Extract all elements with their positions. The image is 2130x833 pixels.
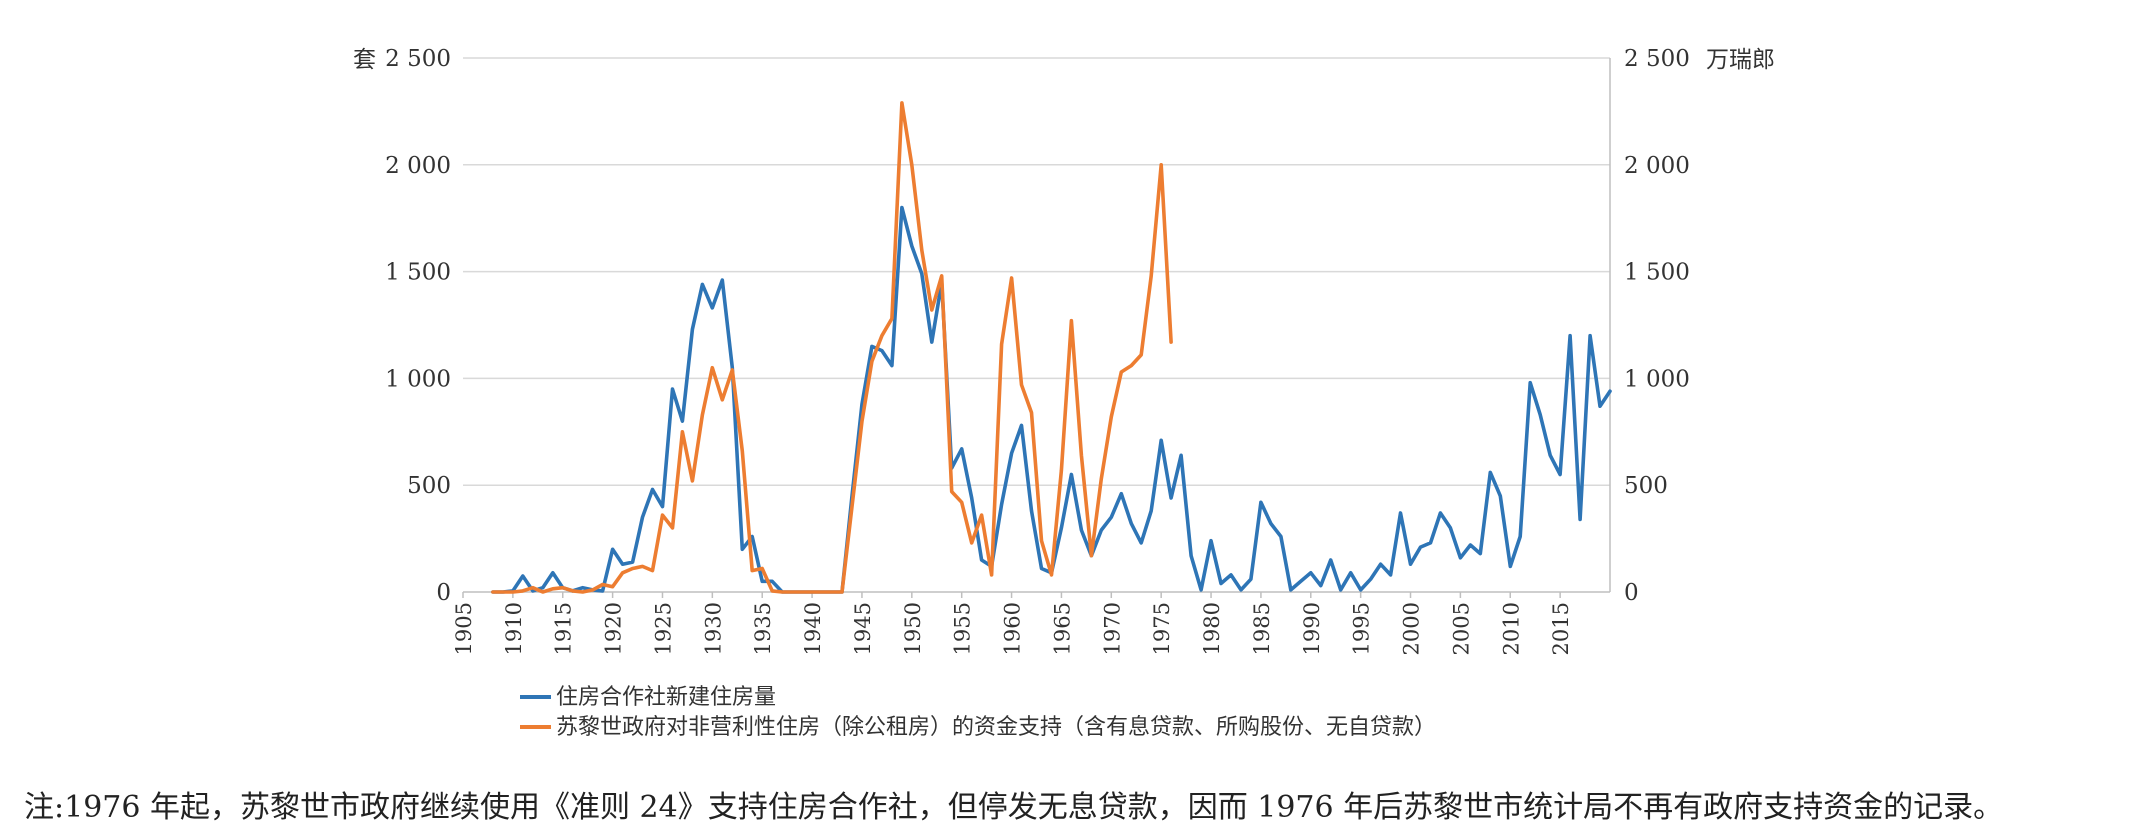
right-y-tick-label: 0 [1624, 580, 1639, 606]
x-tick-label: 1920 [602, 602, 626, 655]
series-lines [491, 101, 1612, 594]
x-tick-label: 1925 [651, 602, 675, 655]
x-tick-label: 1965 [1050, 602, 1074, 655]
left-axis-unit: 套 [353, 47, 376, 73]
left-y-tick-label: 1 000 [385, 366, 451, 392]
left-y-tick-label: 0 [436, 580, 451, 606]
x-tick-label: 1985 [1250, 602, 1274, 655]
x-tick-label: 2000 [1400, 602, 1424, 655]
series-line-government-funding [491, 101, 1173, 594]
x-tick-label: 1910 [502, 602, 526, 655]
x-tick-label: 2005 [1449, 602, 1473, 655]
x-tick-label: 1940 [801, 602, 825, 655]
right-axis-unit: 万瑞郎 [1706, 47, 1775, 73]
right-y-tick-label: 1 000 [1624, 366, 1690, 392]
legend-label-government-funding: 苏黎世政府对非营利性住房（除公租房）的资金支持（含有息贷款、所购股份、无自贷款） [556, 715, 1436, 740]
x-tick-label: 1905 [452, 602, 476, 655]
legend: 住房合作社新建住房量 苏黎世政府对非营利性住房（除公租房）的资金支持（含有息贷款… [520, 685, 1436, 740]
x-tick-label: 1990 [1300, 602, 1324, 655]
x-tick-label: 2015 [1549, 602, 1573, 655]
x-tick-label: 1960 [1001, 602, 1025, 655]
right-y-tick-label: 2 000 [1624, 153, 1690, 179]
axes: 0 500 1 000 1 500 2 000 2 500 0 500 1 000 1 500 2 … [385, 46, 1690, 655]
x-tick-label: 1935 [751, 602, 775, 655]
right-y-tick-label: 500 [1624, 473, 1668, 499]
left-y-tick-label: 1 500 [385, 260, 451, 286]
right-y-tick-label: 1 500 [1624, 260, 1690, 286]
x-tick-label: 1980 [1200, 602, 1224, 655]
x-tick-label: 1975 [1150, 602, 1174, 655]
x-tick-label: 1915 [552, 602, 576, 655]
legend-label-housing-units: 住房合作社新建住房量 [556, 685, 776, 710]
right-y-tick-label: 2 500 [1624, 46, 1690, 72]
x-tick-label: 1955 [951, 602, 975, 655]
left-y-tick-label: 500 [407, 473, 451, 499]
left-y-tick-label: 2 000 [385, 153, 451, 179]
left-y-tick-label: 2 500 [385, 46, 451, 72]
x-tick-label: 1970 [1100, 602, 1124, 655]
gridlines [463, 57, 1610, 486]
x-tick-label: 1930 [701, 602, 725, 655]
x-tick-label: 1950 [901, 602, 925, 655]
x-tick-label: 1945 [851, 602, 875, 655]
chart-note: 注:1976 年起，苏黎世市政府继续使用《准则 24》支持住房合作社，但停发无息… [24, 790, 2004, 825]
x-tick-label: 2010 [1499, 602, 1523, 655]
x-tick-label: 1995 [1350, 602, 1374, 655]
